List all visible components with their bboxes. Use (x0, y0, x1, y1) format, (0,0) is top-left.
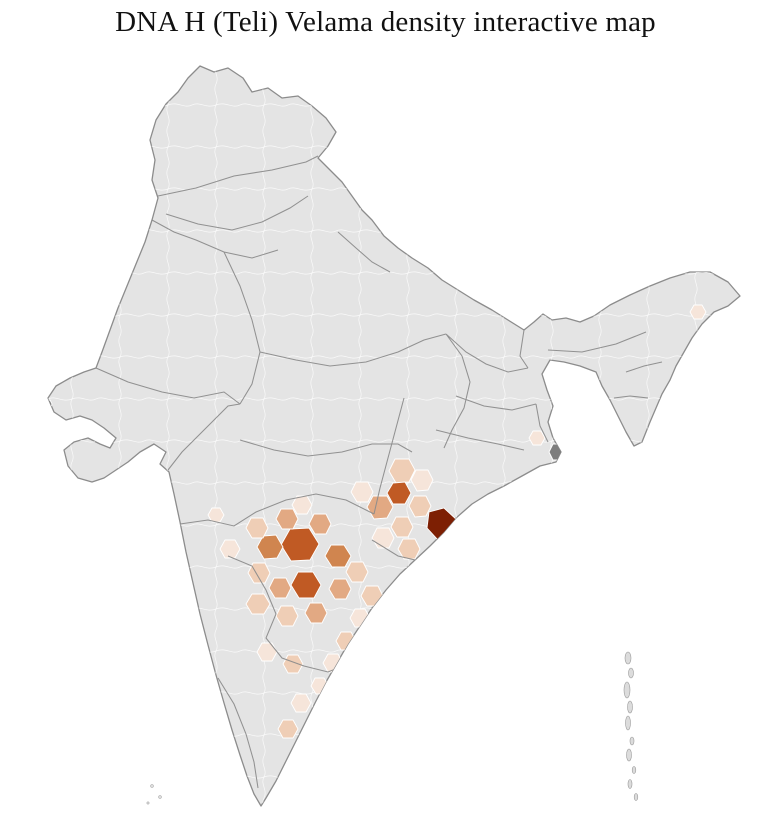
district[interactable] (207, 507, 225, 523)
district[interactable] (328, 578, 352, 600)
district[interactable] (397, 538, 421, 560)
district[interactable] (386, 481, 412, 505)
district[interactable] (219, 539, 241, 559)
district[interactable] (290, 571, 322, 599)
district[interactable] (528, 430, 546, 446)
page-title: DNA H (Teli) Velama density interactive … (115, 6, 656, 38)
district[interactable] (408, 495, 432, 518)
district-mesh-overlay (48, 66, 740, 806)
district[interactable] (293, 739, 313, 757)
state-borders (95, 155, 663, 789)
district[interactable] (345, 561, 369, 583)
district[interactable] (390, 516, 414, 538)
density-districts[interactable] (42, 304, 707, 757)
district[interactable] (689, 304, 707, 320)
district[interactable] (245, 593, 271, 615)
lakshadweep-islands (146, 784, 162, 805)
district[interactable] (350, 481, 374, 503)
district[interactable] (256, 534, 284, 560)
district[interactable] (322, 653, 344, 673)
andaman-islands (623, 651, 639, 801)
district[interactable] (256, 642, 278, 662)
district[interactable] (304, 602, 328, 624)
district[interactable] (388, 458, 416, 484)
district[interactable] (282, 654, 304, 674)
district[interactable] (245, 517, 269, 539)
district[interactable] (277, 719, 299, 739)
district[interactable] (410, 469, 434, 492)
district[interactable] (335, 631, 357, 651)
district[interactable] (268, 577, 292, 599)
district[interactable] (290, 693, 312, 713)
district[interactable] (349, 608, 371, 628)
district[interactable] (275, 508, 299, 530)
district[interactable] (275, 605, 299, 627)
district[interactable] (324, 544, 352, 568)
district[interactable] (308, 513, 332, 535)
